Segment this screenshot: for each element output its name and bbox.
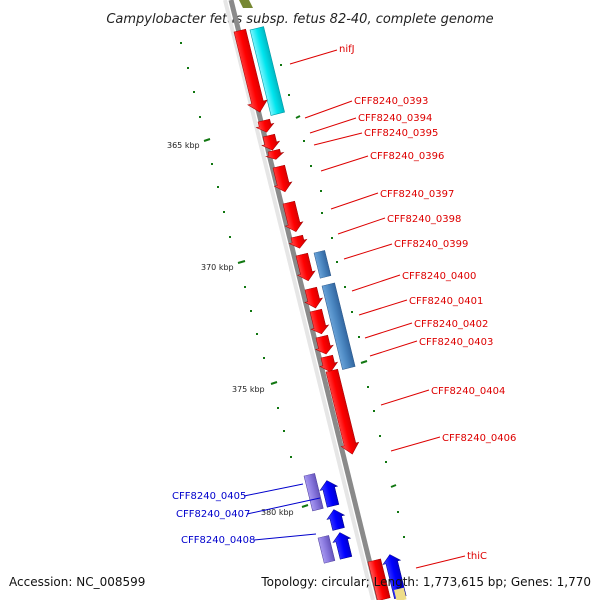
scale-label-375: 375 kbp: [232, 385, 265, 394]
scale-ticks-left: [180, 42, 309, 508]
gene-labels-red: nifJ CFF8240_0393 CFF8240_0394 CFF8240_0…: [339, 44, 516, 562]
label-cff0402: CFF8240_0402: [414, 319, 488, 330]
label-cff0396: CFF8240_0396: [370, 151, 444, 162]
reverse-genes: [303, 473, 407, 600]
label-thic: thiC: [467, 551, 487, 562]
gene-arrow-0393: [233, 28, 268, 113]
feature-steel-0400: [321, 282, 356, 370]
gene-arrow-0398: [282, 200, 304, 233]
gene-arrow-0404: [325, 368, 360, 455]
label-cff0406: CFF8240_0406: [442, 433, 516, 444]
gene-arrow-0394: [255, 118, 275, 133]
gene-arrow-thic: [367, 558, 391, 600]
gene-arrow-0397: [272, 164, 293, 193]
gene-nifj: [249, 26, 285, 116]
feature-bottom-yellow: [394, 587, 407, 600]
label-cff0407: CFF8240_0407: [176, 509, 250, 520]
feature-steel-0399: [313, 250, 332, 279]
gene-arrow-0403b: [319, 354, 339, 373]
label-cff0401: CFF8240_0401: [409, 296, 483, 307]
track-edge: [223, 0, 375, 600]
leader-lines-red: [289, 49, 466, 569]
leader-lines-blue: [243, 483, 321, 541]
gene-labels-blue: CFF8240_0405 CFF8240_0407 CFF8240_0408: [172, 491, 255, 546]
label-cff0400: CFF8240_0400: [402, 271, 476, 282]
label-cff0393: CFF8240_0393: [354, 96, 428, 107]
forward-genes: [233, 28, 391, 600]
gene-arrow-0401: [304, 286, 324, 309]
feature-top-olive: [239, 0, 253, 8]
feature-lavender-0408: [317, 535, 336, 564]
label-cff0395: CFF8240_0395: [364, 128, 438, 139]
scale-label-380: 380 kbp: [261, 508, 294, 517]
label-cff0397: CFF8240_0397: [380, 189, 454, 200]
label-cff0403: CFF8240_0403: [419, 337, 493, 348]
gene-arrow-0396: [265, 148, 285, 160]
label-cff0398: CFF8240_0398: [387, 214, 461, 225]
label-cff0405: CFF8240_0405: [172, 491, 246, 502]
topology-text: Topology: circular; Length: 1,773,615 bp…: [260, 575, 591, 589]
scale-label-370: 370 kbp: [201, 263, 234, 272]
scale-ticks-right: [280, 64, 405, 538]
page-title: Campylobacter fetus subsp. fetus 82-40, …: [106, 12, 493, 27]
gene-arrow-0403: [314, 334, 334, 355]
gene-arrow-0399: [288, 234, 308, 249]
gene-arrow-0405: [319, 480, 340, 508]
accession-text: Accession: NC_008599: [9, 575, 145, 589]
label-cff0399: CFF8240_0399: [394, 239, 468, 250]
gene-arrow-0408: [332, 532, 353, 560]
label-cff0408: CFF8240_0408: [181, 535, 255, 546]
label-cff0394: CFF8240_0394: [358, 113, 432, 124]
scale-label-365: 365 kbp: [167, 141, 200, 150]
steel-features: [313, 250, 356, 370]
label-cff0404: CFF8240_0404: [431, 386, 505, 397]
gene-arrow-0407: [326, 509, 346, 531]
label-nifj: nifJ: [339, 44, 355, 55]
gene-arrow-0402: [309, 308, 330, 335]
feature-lavender-0405: [303, 473, 324, 512]
gene-arrow-0395: [261, 133, 281, 151]
gene-arrow-0400: [295, 252, 316, 282]
